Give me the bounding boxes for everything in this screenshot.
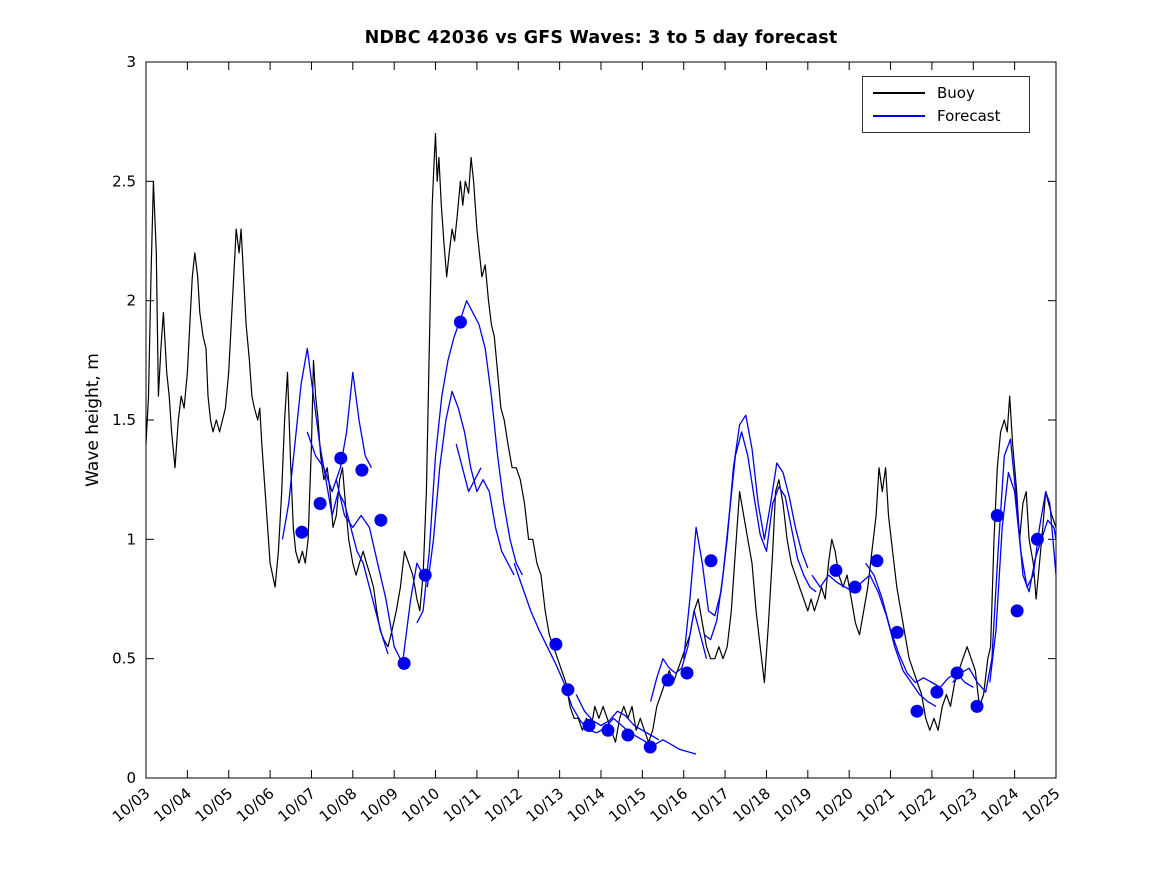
legend: Buoy Forecast bbox=[862, 76, 1030, 133]
svg-text:2.5: 2.5 bbox=[112, 172, 136, 190]
svg-text:10/06: 10/06 bbox=[233, 784, 278, 826]
svg-text:3: 3 bbox=[126, 53, 136, 71]
svg-text:10/05: 10/05 bbox=[192, 784, 237, 826]
svg-text:10/04: 10/04 bbox=[150, 784, 195, 826]
svg-text:10/07: 10/07 bbox=[274, 784, 319, 826]
svg-text:0: 0 bbox=[126, 769, 136, 787]
legend-entry-forecast: Forecast bbox=[873, 107, 1029, 125]
svg-text:2: 2 bbox=[126, 292, 136, 310]
svg-text:10/24: 10/24 bbox=[978, 784, 1023, 826]
legend-label-forecast: Forecast bbox=[937, 107, 1001, 125]
svg-text:10/16: 10/16 bbox=[647, 784, 692, 826]
svg-text:10/18: 10/18 bbox=[729, 784, 774, 826]
svg-text:10/12: 10/12 bbox=[481, 784, 526, 826]
svg-text:10/03: 10/03 bbox=[109, 784, 154, 826]
svg-text:10/09: 10/09 bbox=[357, 784, 402, 826]
svg-text:1: 1 bbox=[126, 530, 136, 548]
svg-text:10/21: 10/21 bbox=[853, 784, 898, 826]
svg-text:1.5: 1.5 bbox=[112, 411, 136, 429]
svg-text:10/08: 10/08 bbox=[316, 784, 361, 826]
svg-text:10/20: 10/20 bbox=[812, 784, 857, 826]
legend-label-buoy: Buoy bbox=[937, 84, 975, 102]
svg-text:10/11: 10/11 bbox=[440, 784, 485, 826]
svg-text:10/25: 10/25 bbox=[1019, 784, 1064, 826]
svg-text:10/15: 10/15 bbox=[605, 784, 650, 826]
svg-text:10/10: 10/10 bbox=[398, 784, 443, 826]
buoy-line-sample bbox=[873, 92, 925, 94]
svg-text:10/17: 10/17 bbox=[688, 784, 733, 826]
svg-text:10/19: 10/19 bbox=[771, 784, 816, 826]
forecast-line-sample bbox=[873, 115, 925, 117]
legend-entry-buoy: Buoy bbox=[873, 84, 1029, 102]
svg-text:0.5: 0.5 bbox=[112, 650, 136, 668]
svg-text:10/22: 10/22 bbox=[895, 784, 940, 826]
svg-text:10/23: 10/23 bbox=[936, 784, 981, 826]
chart-title: NDBC 42036 vs GFS Waves: 3 to 5 day fore… bbox=[364, 28, 838, 48]
svg-text:10/14: 10/14 bbox=[564, 784, 609, 826]
svg-text:10/13: 10/13 bbox=[523, 784, 568, 826]
